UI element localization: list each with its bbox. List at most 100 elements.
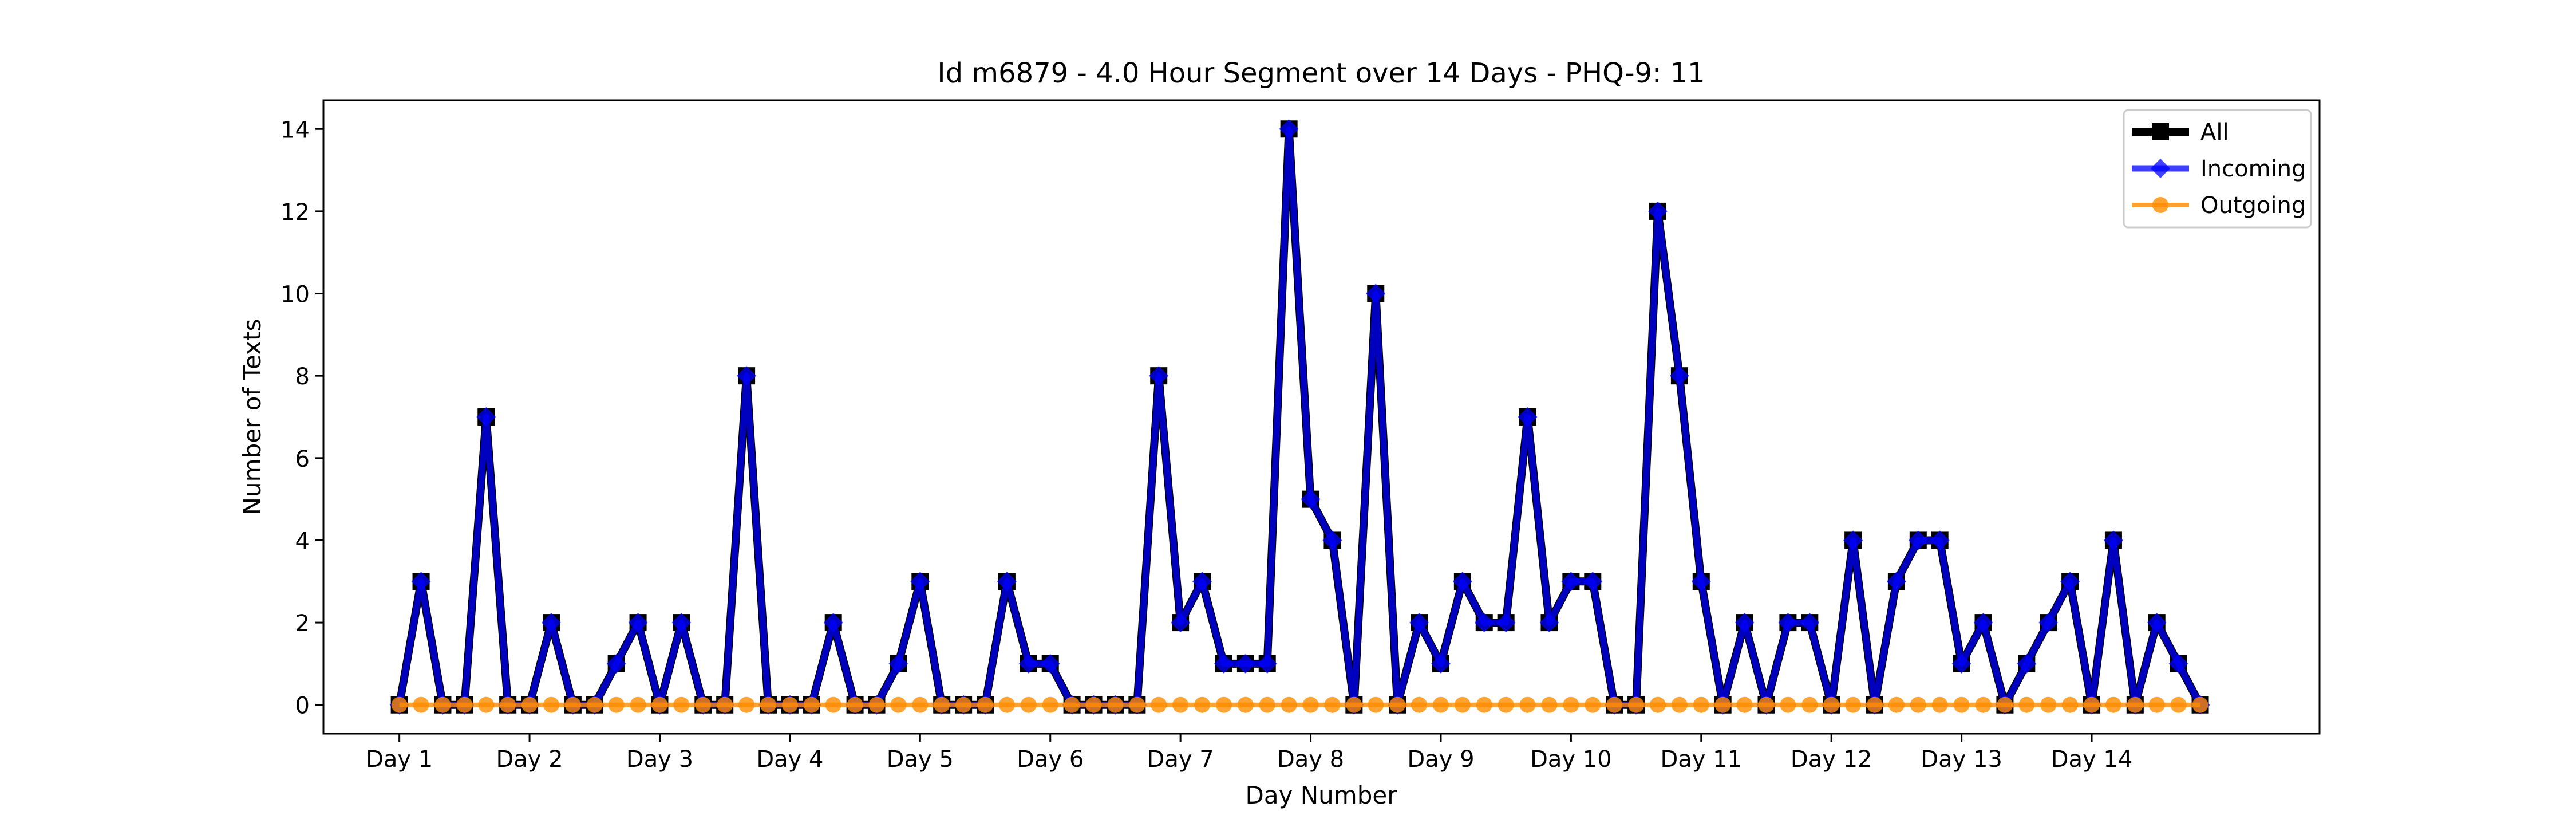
data-point-outgoing (1085, 696, 1102, 713)
data-point-outgoing (738, 696, 755, 713)
data-point-outgoing (2105, 696, 2121, 713)
data-point-outgoing (1432, 696, 1449, 713)
data-point-outgoing (1476, 696, 1492, 713)
data-point-incoming (1778, 613, 1798, 633)
data-point-incoming (823, 613, 843, 633)
x-tick-label: Day 9 (1407, 746, 1474, 773)
data-point-outgoing (456, 696, 473, 713)
data-point-outgoing (890, 696, 907, 713)
data-point-outgoing (673, 696, 690, 713)
data-point-incoming (1018, 653, 1038, 674)
data-point-outgoing (803, 696, 820, 713)
data-point-incoming (737, 366, 757, 386)
x-tick-label: Day 2 (496, 746, 563, 773)
data-point-incoming (1452, 572, 1472, 592)
data-point-incoming (2168, 653, 2188, 674)
x-tick-label: Day 4 (756, 746, 823, 773)
data-point-incoming (1800, 613, 1820, 633)
data-point-outgoing (1801, 696, 1818, 713)
data-point-outgoing (1585, 696, 1601, 713)
data-point-outgoing (2018, 696, 2035, 713)
data-point-incoming (1171, 613, 1191, 633)
data-point-outgoing (1541, 696, 1558, 713)
data-point-outgoing (955, 696, 972, 713)
data-point-outgoing (1042, 696, 1058, 713)
data-point-outgoing (1151, 696, 1167, 713)
data-point-outgoing (521, 696, 538, 713)
data-point-incoming (1583, 572, 1603, 592)
data-point-incoming (1322, 530, 1342, 550)
data-point-outgoing (760, 696, 776, 713)
data-point-outgoing (630, 696, 646, 713)
data-point-incoming (1735, 613, 1755, 633)
data-point-incoming (888, 653, 908, 674)
data-point-incoming (997, 572, 1017, 592)
data-point-outgoing (1519, 696, 1536, 713)
data-point-outgoing (912, 696, 929, 713)
plot-area-frame (322, 99, 2321, 735)
data-point-incoming (1647, 201, 1668, 221)
data-point-outgoing (934, 696, 950, 713)
data-point-outgoing (977, 696, 994, 713)
legend-label-outgoing: Outgoing (2200, 192, 2306, 219)
data-point-incoming (1409, 613, 1429, 633)
data-point-outgoing (868, 696, 885, 713)
legend-entry-incoming: Incoming (2132, 156, 2306, 182)
data-point-incoming (1235, 653, 1255, 674)
data-point-outgoing (1693, 696, 1709, 713)
y-tick-label: 10 (280, 282, 310, 308)
data-point-incoming (628, 613, 648, 633)
data-point-outgoing (1302, 696, 1319, 713)
y-axis-label: Number of Texts (238, 319, 266, 515)
data-point-outgoing (1888, 696, 1905, 713)
data-point-outgoing (825, 696, 841, 713)
x-tick-label: Day 12 (1791, 746, 1872, 773)
data-point-outgoing (2148, 696, 2165, 713)
data-point-incoming (1214, 653, 1234, 674)
data-point-outgoing (608, 696, 625, 713)
data-point-outgoing (2040, 696, 2057, 713)
x-tick-label: Day 6 (1017, 746, 1084, 773)
data-point-outgoing (717, 696, 733, 713)
x-tick-label: Day 5 (887, 746, 954, 773)
tick-layer: 0 2 4 6 8 10 12 14 Day 1 Day 2 Day 3 Day 4 Day 5 Day … (280, 117, 2132, 773)
y-tick-label: 8 (295, 364, 310, 390)
legend-label-all: All (2200, 119, 2229, 145)
data-point-outgoing (500, 696, 516, 713)
data-point-outgoing (1454, 696, 1471, 713)
data-point-outgoing (1498, 696, 1514, 713)
x-tick-label: Day 1 (366, 746, 433, 773)
legend-label-incoming: Incoming (2200, 156, 2306, 182)
data-point-incoming (1496, 613, 1516, 633)
x-tick-label: Day 11 (1660, 746, 1742, 773)
data-point-outgoing (478, 696, 495, 713)
data-point-outgoing (847, 696, 863, 713)
data-point-outgoing (1324, 696, 1341, 713)
data-point-incoming (1474, 613, 1494, 633)
data-point-outgoing (564, 696, 581, 713)
data-point-outgoing (1931, 696, 1948, 713)
data-point-outgoing (1259, 696, 1275, 713)
data-point-incoming (1561, 572, 1581, 592)
data-point-outgoing (2192, 696, 2208, 713)
legend-box (2123, 109, 2312, 229)
data-point-outgoing (1563, 696, 1579, 713)
legend-marker-outgoing (2152, 197, 2168, 213)
data-point-incoming (1951, 653, 1971, 674)
data-point-outgoing (1020, 696, 1037, 713)
data-point-outgoing (586, 696, 603, 713)
y-tick-label: 4 (295, 528, 310, 554)
data-point-incoming (1973, 613, 1993, 633)
data-point-outgoing (1389, 696, 1406, 713)
x-tick-label: Day 3 (626, 746, 693, 773)
legend-entry-outgoing: Outgoing (2132, 192, 2306, 219)
data-point-incoming (2060, 572, 2080, 592)
data-point-outgoing (434, 696, 451, 713)
data-point-outgoing (1975, 696, 1992, 713)
legend-marker-all (2152, 123, 2169, 140)
data-point-outgoing (2084, 696, 2100, 713)
x-tick-label: Day 10 (1530, 746, 1612, 773)
data-point-incoming (1669, 366, 1689, 386)
data-point-incoming (1301, 489, 1321, 509)
